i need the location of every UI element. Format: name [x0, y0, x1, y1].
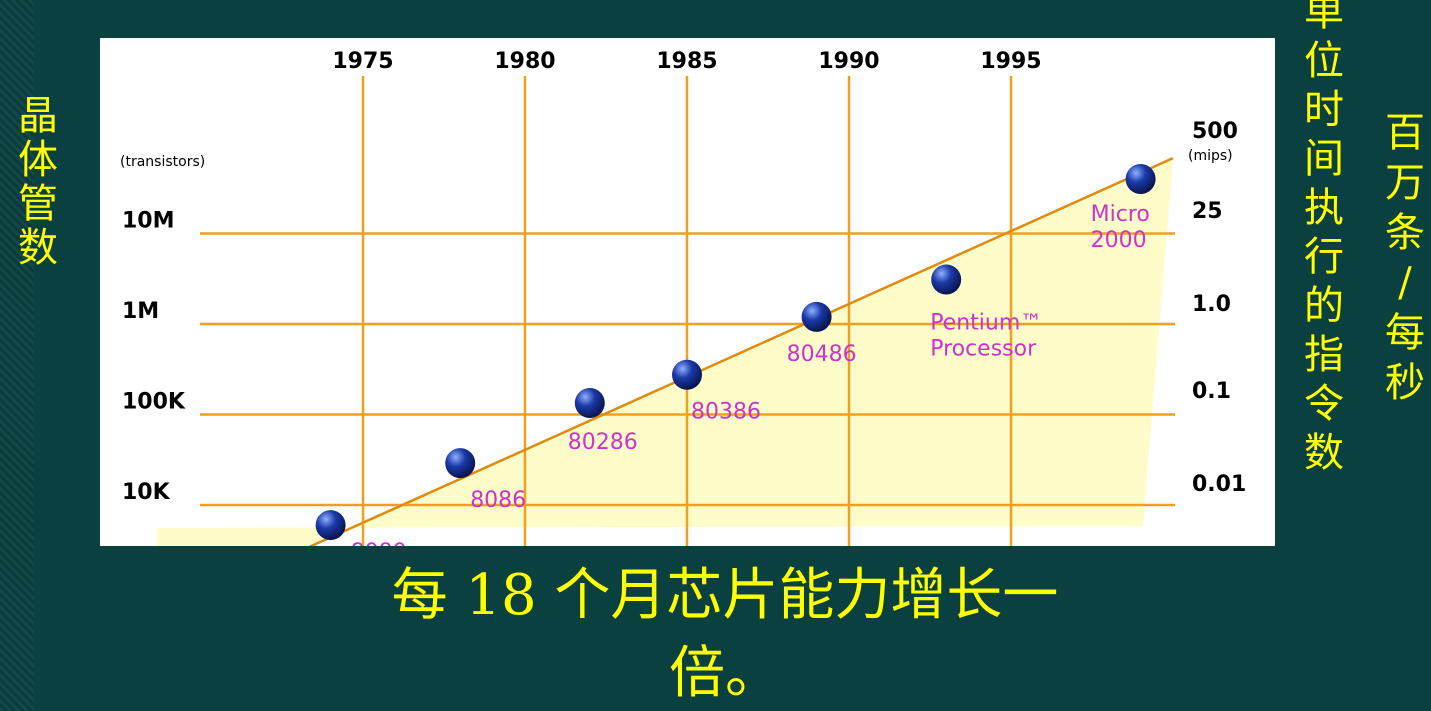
data-point-label: Pentium™ [930, 311, 1042, 336]
data-point [315, 510, 346, 541]
chart-panel: 1975 1980 1985 1990 1995 10M 1M 100K 10K (transis… [100, 38, 1275, 546]
decorative-strip [0, 0, 34, 711]
data-point [672, 359, 702, 390]
data-point [1125, 164, 1156, 195]
left-axis-label: (transistors) [120, 154, 205, 170]
right-axis-title-char: 位 [1304, 38, 1344, 84]
right-tick-label: 0.01 [1192, 472, 1246, 497]
right-axis-unit-title-char: 秒 [1385, 360, 1425, 406]
right-axis-title-char: 间 [1304, 136, 1344, 182]
data-point [445, 448, 476, 479]
right-tick-label: 0.1 [1192, 379, 1231, 404]
data-point-label: 8086 [470, 488, 526, 513]
left-axis-title-char: 数 [18, 225, 58, 271]
area-fill [157, 158, 1173, 546]
data-point [931, 264, 962, 295]
left-tick-label: 1M [122, 299, 159, 324]
right-axis-unit-title-char: 每 [1385, 310, 1425, 356]
left-tick-label: 10M [122, 209, 175, 234]
data-point [574, 387, 605, 418]
right-axis-unit-title-char: 条 [1385, 210, 1425, 256]
left-axis-title: 晶体管数 [14, 94, 62, 270]
data-point-label: 80386 [691, 400, 761, 425]
right-axis-title-char: 数 [1304, 430, 1344, 476]
data-point-label: 2000 [1091, 228, 1147, 253]
left-tick-label: 100K [122, 390, 186, 415]
right-axis-title: 单位时间执行的指令数 [1299, 0, 1349, 478]
x-tick-label: 1975 [332, 49, 393, 74]
right-axis-title-char: 单 [1304, 0, 1344, 35]
data-point-label: 8080 [351, 540, 407, 546]
right-axis-unit-title: 百万条 / 每秒 [1380, 108, 1430, 408]
caption-line-2: 倍。 [669, 641, 781, 706]
x-tick-label: 1985 [656, 49, 717, 74]
right-axis-title-char: 指 [1304, 332, 1344, 378]
right-tick-label: 500 [1192, 119, 1238, 144]
left-tick-label: 10K [122, 480, 171, 505]
moores-law-chart: 1975 1980 1985 1990 1995 10M 1M 100K 10K (transis… [120, 49, 1246, 546]
left-axis-title-char: 管 [18, 181, 58, 227]
right-axis-title-char: 执 [1304, 185, 1344, 231]
right-axis-title-char: 的 [1304, 283, 1344, 329]
x-tick-label: 1990 [818, 49, 879, 74]
right-tick-label: 25 [1192, 199, 1223, 224]
right-axis-title-char: 令 [1304, 381, 1344, 427]
left-axis-title-char: 晶 [18, 93, 58, 139]
data-point [801, 301, 832, 332]
data-point-label: Micro [1091, 202, 1150, 227]
data-point-label: 80486 [787, 342, 857, 367]
data-point-label: 80286 [568, 430, 638, 455]
right-axis-unit-title-char: / [1398, 260, 1412, 306]
right-axis-unit-title-char: 百 [1385, 110, 1425, 156]
right-axis-unit-title-char: 万 [1385, 160, 1425, 206]
right-axis-label: (mips) [1188, 148, 1233, 164]
caption-line-1: 每 18 个月芯片能力增长一 [391, 563, 1059, 628]
x-tick-label: 1980 [494, 49, 555, 74]
right-axis-title-char: 时 [1304, 87, 1344, 133]
left-axis-title-char: 体 [18, 137, 58, 183]
right-tick-label: 1.0 [1192, 292, 1231, 317]
right-axis-title-char: 行 [1304, 234, 1344, 280]
x-tick-label: 1995 [980, 49, 1041, 74]
data-point-label: Processor [930, 337, 1037, 362]
